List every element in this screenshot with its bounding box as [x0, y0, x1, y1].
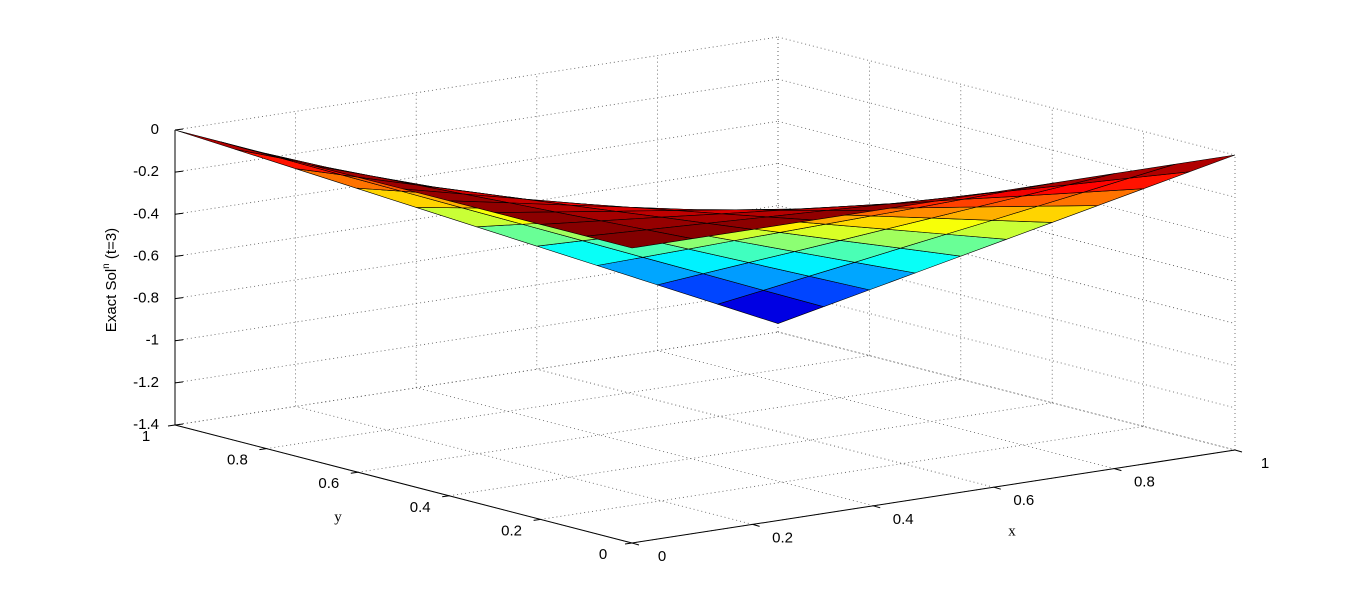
z-label-text: Exact Sol — [103, 269, 120, 332]
z-tick-mark — [174, 254, 184, 257]
grid-line — [174, 36, 779, 131]
surface-cell — [235, 149, 342, 176]
grid-line — [416, 387, 874, 507]
z-axis-label: Exact Soln (t=3) — [101, 228, 120, 332]
z-label-suffix: (t=3) — [103, 228, 120, 263]
x-tick-label: 0.2 — [772, 529, 793, 546]
z-tick-label: -1.4 — [133, 416, 159, 433]
x-tick-mark — [1114, 468, 1122, 472]
z-tick-label: -1 — [146, 332, 159, 349]
x-tick-mark — [1234, 449, 1243, 453]
grid-line — [449, 402, 1053, 497]
grid-line — [540, 426, 1144, 520]
grid-line — [777, 289, 1236, 409]
grid-line — [174, 78, 779, 173]
grid-line — [174, 331, 779, 426]
y-tick-mark — [350, 471, 358, 474]
z-tick-label: 0 — [151, 121, 159, 138]
x-tick-label: 0 — [658, 548, 666, 565]
y-tick-mark — [533, 518, 541, 521]
z-tick-label: -0.6 — [133, 247, 159, 264]
grid-line — [357, 378, 961, 473]
z-tick-mark — [174, 297, 184, 300]
grid-line — [174, 163, 779, 257]
grid-line — [174, 120, 779, 215]
x-tick-label: 0.8 — [1134, 474, 1155, 491]
y-tick-label: 0.4 — [410, 499, 431, 516]
grid-line — [295, 406, 753, 525]
x-axis-label: x — [1008, 523, 1016, 539]
z-tick-label: -1.2 — [133, 374, 159, 391]
grid-line — [777, 331, 1236, 451]
y-tick-label: 0 — [599, 546, 607, 563]
z-label-sup: n — [101, 263, 112, 269]
y-tick-label: 0.2 — [501, 522, 522, 539]
y-tick-mark — [442, 495, 450, 498]
y-axis-label: y — [334, 509, 342, 525]
grid-line — [174, 289, 779, 384]
y-tick-label: 0.8 — [227, 452, 248, 469]
grid-line — [777, 36, 1236, 156]
x-tick-label: 0.4 — [893, 511, 914, 528]
z-tick-mark — [174, 423, 184, 426]
z-tick-mark — [174, 212, 184, 215]
grid-line — [777, 331, 1236, 451]
y-tick-label: 0.6 — [318, 475, 339, 492]
x-axis-line — [631, 449, 1236, 544]
x-tick-mark — [873, 505, 881, 509]
surface-cell — [586, 229, 693, 249]
z-tick-label: -0.2 — [133, 163, 159, 180]
y-tick-mark — [167, 424, 176, 427]
z-tick-mark — [174, 170, 184, 173]
y-tick-mark — [259, 448, 267, 451]
z-tick-mark — [174, 339, 184, 342]
x-tick-label: 0.6 — [1013, 492, 1034, 509]
grid-line — [657, 350, 1115, 469]
y-axis-line — [174, 424, 633, 544]
y-tick-mark — [624, 542, 633, 545]
z-tick-mark — [174, 381, 184, 384]
x-tick-mark — [631, 542, 640, 546]
grid-line — [266, 355, 870, 449]
x-tick-mark — [752, 523, 760, 527]
z-tick-label: -0.4 — [133, 205, 159, 222]
grid-line — [174, 331, 779, 426]
z-tick-mark — [174, 128, 184, 131]
z-tick-label: -0.8 — [133, 290, 159, 307]
x-tick-label: 1 — [1261, 455, 1269, 472]
grid-line — [536, 368, 994, 488]
y-tick-label: 1 — [142, 428, 150, 445]
x-tick-mark — [993, 486, 1001, 490]
